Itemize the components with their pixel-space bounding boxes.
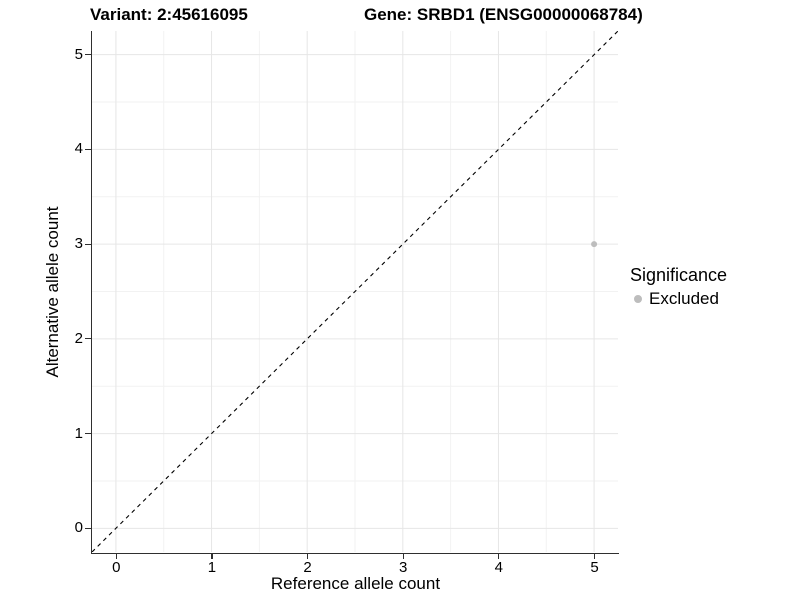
x-tick-label: 3 [399,559,408,576]
x-tick-label: 2 [303,559,312,576]
y-tick-mark [85,54,91,56]
x-tick-label: 4 [494,559,504,576]
x-tick-mark [593,553,596,559]
y-tick-label: 0 [74,519,83,537]
x-tick-label: 1 [207,559,217,576]
legend-entries: Excluded [630,289,727,309]
x-tick-mark [498,553,500,559]
plot-panel [91,31,619,554]
y-tick-label: 3 [74,235,83,253]
gene-title: Gene: SRBD1 (ENSG00000068784) [364,5,643,24]
y-tick-label: 2 [74,329,83,347]
y-tick-label: 5 [74,45,83,63]
x-tick-label: 5 [590,559,599,576]
y-tick-mark [85,148,91,150]
legend: Significance Excluded [630,264,727,309]
x-tick-mark [306,553,309,559]
x-axis-title: Reference allele count [270,574,441,593]
legend-title: Significance [630,265,728,285]
legend-key-dot-icon [634,295,642,303]
x-tick-label: 0 [112,559,121,576]
data-point [591,241,598,248]
legend-entry: Excluded [630,289,727,309]
variant-title: Variant: 2:45616095 [90,5,248,24]
x-tick-mark [402,553,404,559]
y-tick-mark [85,527,91,529]
y-tick-mark [85,338,91,340]
x-tick-mark [115,553,117,559]
legend-entry-label: Excluded [649,289,719,308]
y-tick-mark [85,432,91,435]
y-tick-label: 4 [74,140,83,158]
y-tick-label: 1 [74,424,83,442]
identity-dashed-line [92,31,618,552]
y-tick-mark [85,243,91,245]
plot-canvas [92,31,618,552]
x-tick-mark [211,553,213,559]
y-axis-title: Alternative allele count [43,206,62,378]
